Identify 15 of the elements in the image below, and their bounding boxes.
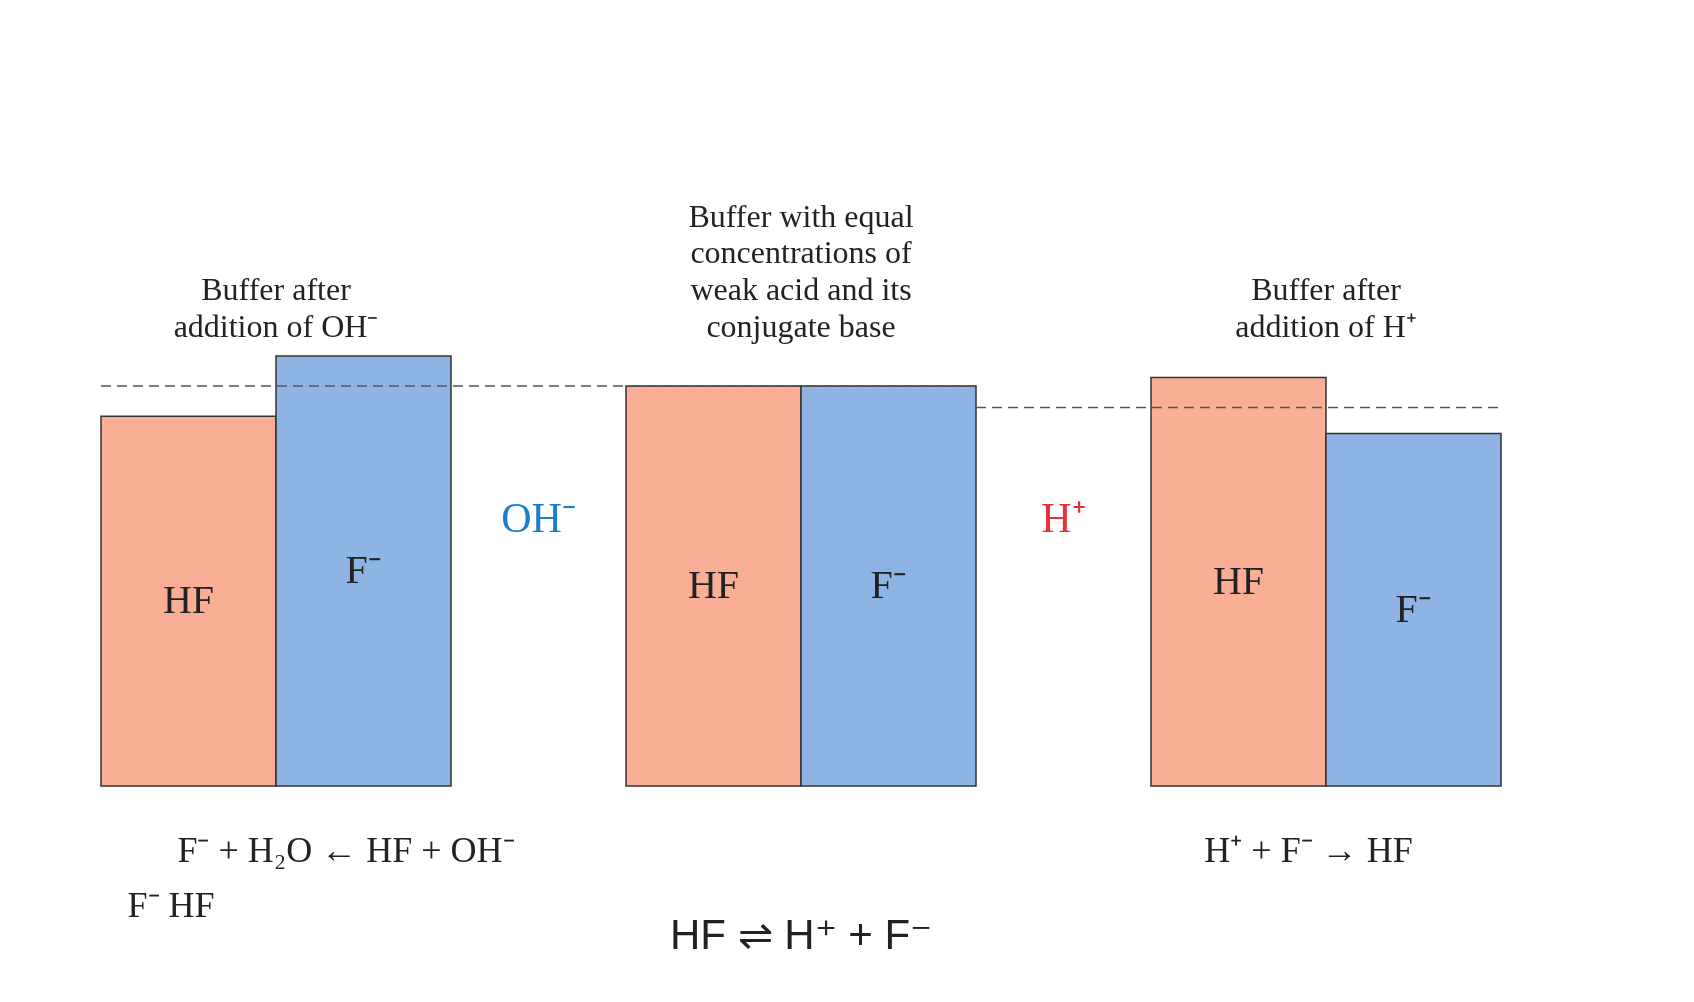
text: HF ⇌ H⁺ + F⁻ [669,911,933,958]
text: H⁺ + F⁻ → HF [1204,830,1413,870]
x-tick-label: F⁻ [870,562,907,608]
text: Buffer after addition of OH⁻ [173,271,379,344]
annotation: H⁺ [1041,495,1086,542]
x-tick-label: HF [162,577,215,623]
text: F⁻ HF [127,885,215,925]
x-tick-label: HF [1212,557,1265,603]
annotation: OH⁻ [501,495,576,542]
text: Buffer with equal concentrations of weak acid and its conjugate base [688,197,914,344]
x-tick-label: F⁻ [1395,585,1432,631]
x-tick-label: HF [687,562,740,608]
x-tick-label: F⁻ [345,547,382,592]
text: Buffer after addition of H⁺ [1235,271,1417,344]
text: F⁻ + H₂O ← HF + OH⁻ [177,830,515,870]
